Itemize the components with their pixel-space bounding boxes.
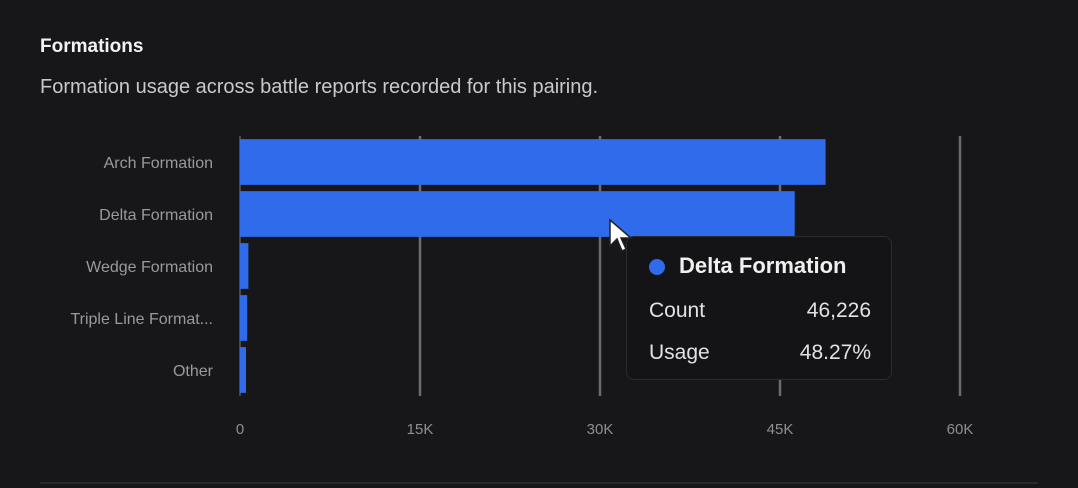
tooltip-series-dot <box>649 259 665 275</box>
bar[interactable] <box>240 347 246 393</box>
chart-tooltip: Delta Formation Count 46,226 Usage 48.27… <box>626 236 892 380</box>
category-label: Other <box>173 363 214 380</box>
bar[interactable] <box>240 191 795 237</box>
x-tick-label: 15K <box>407 421 434 438</box>
bottom-divider <box>40 482 1038 484</box>
x-tick-label: 30K <box>587 421 614 438</box>
x-tick-label: 0 <box>236 421 244 438</box>
tooltip-usage-value: 48.27% <box>799 341 871 364</box>
mouse-cursor-icon <box>609 218 634 253</box>
tooltip-usage-label: Usage <box>649 341 710 364</box>
chart-title: Formations <box>40 36 144 57</box>
chart-subtitle: Formation usage across battle reports re… <box>40 76 599 98</box>
category-label: Arch Formation <box>104 155 213 172</box>
bar[interactable] <box>240 139 826 185</box>
tooltip-count-label: Count <box>649 299 706 322</box>
x-tick-label: 60K <box>947 421 974 438</box>
category-label: Delta Formation <box>99 207 213 224</box>
tooltip-count-value: 46,226 <box>806 299 871 322</box>
category-label: Triple Line Format... <box>70 311 213 328</box>
x-tick-label: 45K <box>767 421 794 438</box>
bar[interactable] <box>240 243 249 289</box>
bar[interactable] <box>240 295 248 341</box>
category-label: Wedge Formation <box>86 259 213 276</box>
tooltip-series-name: Delta Formation <box>679 253 847 278</box>
